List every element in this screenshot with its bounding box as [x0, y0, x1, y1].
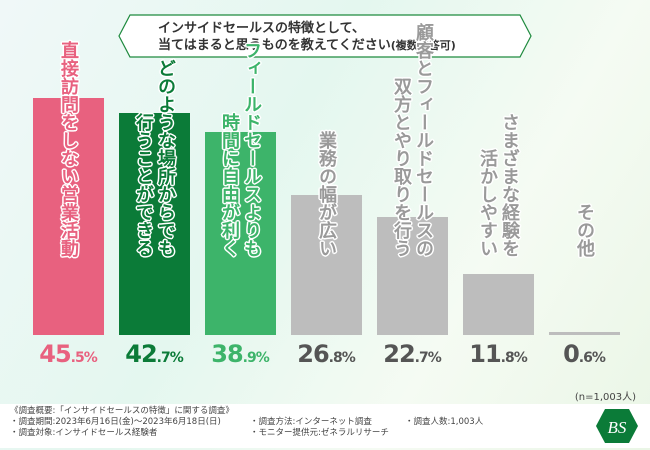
value-label: 22.7%: [383, 340, 442, 368]
category-label: 顧客とフィールドセールスの 双方とやり取りを行う: [391, 23, 434, 257]
survey-footer: 《調査概要:「インサイドセールスの特徴」に関する調査》 ・調査期間:2023年6…: [0, 404, 650, 448]
value-label: 45.5%: [39, 340, 98, 368]
survey-provider: ・モニター提供元:ゼネラルリサーチ: [250, 428, 389, 438]
category-label: 業務の幅が広い: [316, 131, 337, 257]
chart-title: インサイドセールスの特徴として、当てはまると思うものを教えてください(複数回答可…: [118, 14, 532, 58]
value-label: 26.8%: [297, 340, 356, 368]
sample-size: (n=1,003人): [574, 392, 636, 403]
category-label: どのような場所からでも 行うことができる: [133, 59, 176, 257]
bar-4: [377, 216, 448, 335]
category-label: 直接訪問をしない営業活動: [58, 41, 79, 257]
survey-period: ・調査期間:2023年6月16日(金)〜2023年6月18日(日): [10, 417, 221, 427]
value-label: 11.8%: [469, 340, 528, 368]
bar-5: [463, 273, 534, 335]
category-label: さまざまな経験を 活かしやすい: [477, 113, 520, 257]
survey-overview: 《調査概要:「インサイドセールスの特徴」に関する調査》: [10, 406, 234, 416]
bar-0: [33, 98, 104, 335]
survey-method: ・調査方法:インターネット調査: [250, 417, 372, 427]
title-line2: 当てはまると思うものを教えてください: [158, 38, 391, 53]
value-label: 42.7%: [125, 340, 184, 368]
bar-3: [291, 195, 362, 335]
bar-6: [549, 331, 620, 335]
survey-count: ・調査人数:1,003人: [405, 417, 484, 427]
value-label: 38.9%: [211, 340, 270, 368]
title-suffix: (複数回答可): [390, 39, 456, 52]
bar-chart: 直接訪問をしない営業活動 45.5% どのような場所からでも 行うことができる 42.…: [33, 23, 620, 368]
bs-logo: BS: [596, 409, 638, 443]
bar-1: [119, 112, 190, 335]
title-line1: インサイドセールスの特徴として、: [158, 21, 365, 36]
value-label: 0.6%: [563, 340, 606, 368]
svg-text:BS: BS: [608, 418, 627, 437]
category-label: フィールドセールスよりも 時間に自由が利く: [219, 41, 262, 257]
bar-2: [205, 132, 276, 335]
survey-target: ・調査対象:インサイドセールス経験者: [10, 428, 158, 438]
title-banner-shape: [118, 14, 532, 58]
category-label: その他: [574, 203, 595, 257]
